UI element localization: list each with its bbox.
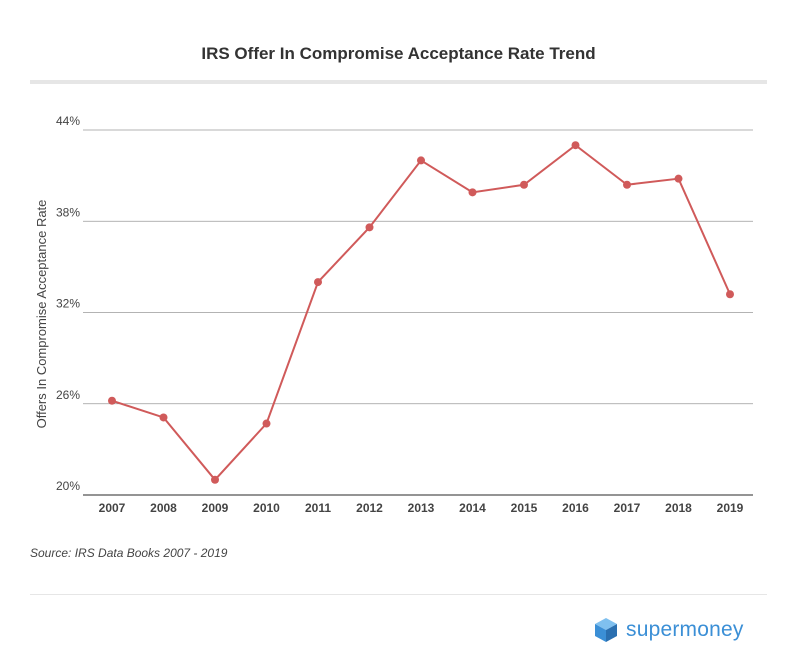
source-note: Source: IRS Data Books 2007 - 2019 [30,546,228,560]
y-tick-label: 44% [56,114,80,128]
brand-name: supermoney [626,618,744,641]
supermoney-logo-icon [595,618,617,642]
data-point [314,278,322,287]
data-point [674,174,683,183]
x-tick-label: 2011 [305,501,331,515]
y-tick-label: 38% [56,205,80,219]
data-point [108,396,116,405]
y-axis-title: Offers In Compromise Acceptance Rate [34,200,49,429]
x-tick-label: 2009 [202,501,229,515]
y-tick-label: 20% [56,479,80,493]
title-divider [30,80,767,84]
data-point [262,419,271,428]
x-tick-label: 2015 [511,501,538,515]
x-tick-label: 2007 [99,501,126,515]
x-tick-label: 2017 [614,501,641,515]
data-point [417,156,425,165]
x-tick-label: 2008 [150,501,177,515]
x-tick-label: 2014 [459,501,486,515]
x-tick-label: 2013 [408,501,435,515]
brand-logo: supermoney [592,614,744,646]
data-point [520,180,528,189]
x-tick-label: 2018 [665,501,692,515]
footer-divider [30,594,767,595]
chart-title: IRS Offer In Compromise Acceptance Rate … [201,44,596,63]
x-tick-label: 2012 [356,501,383,515]
x-tick-label: 2019 [717,501,744,515]
y-tick-label: 32% [56,297,80,311]
data-point [211,475,219,484]
gridlines [83,129,753,496]
data-point [159,413,168,422]
x-tick-label: 2010 [253,501,280,515]
data-point [571,141,580,150]
data-point [623,180,631,189]
y-tick-label: 26% [56,388,80,402]
data-point [468,188,477,197]
series-layer [108,141,734,484]
data-point [726,290,734,299]
data-point [365,223,374,232]
x-tick-label: 2016 [562,501,589,515]
x-axis-tick-labels: 2007 2008 2009 2010 2011 2012 2013 2014 2015 2016… [99,501,744,515]
y-axis-tick-labels: 20% 26% 32% 38% 44% [56,114,80,493]
line-chart: 20% 26% 32% 38% 44% 2007 2008 2009 2010 2011 2012… [34,114,753,515]
